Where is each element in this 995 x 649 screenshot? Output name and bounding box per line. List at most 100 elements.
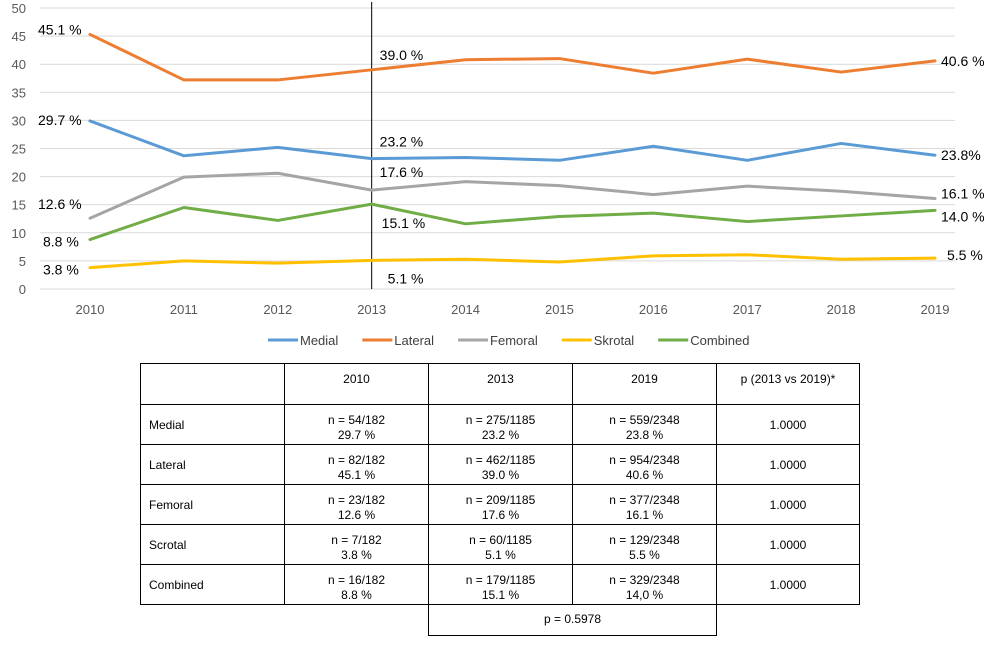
data-labels: 29.7 % 23.2 % 23.8% 45.1 % 39.0 % 40.6 % 12.6 … [38,21,985,286]
cell-2019: n = 377/2348 16.1 % [572,484,717,525]
data-label-medial: 23.2 % [380,134,424,150]
table-row-femoral: Femoral n = 23/182 12.6 % n = 209/1185 17.… [140,484,860,525]
cell-p-value: 1.0000 [716,524,860,565]
data-label-lateral: 40.6 % [941,53,985,69]
header-2010: 2010 [284,363,429,405]
cell-count: n = 60/1185 [469,533,532,547]
cell-percent: 39.0 % [481,468,520,482]
cell-2019: n = 329/2348 14,0 % [572,564,717,605]
cell-count: n = 377/2348 [609,493,680,507]
cell-2013: n = 60/1185 5.1 % [428,524,573,565]
data-label-combined: 8.8 % [43,234,79,250]
y-tick-label: 40 [12,57,26,72]
footer-spacer [141,605,285,636]
data-label-medial: 29.7 % [38,112,82,128]
series-lines [88,32,937,270]
series-line-femoral [88,171,937,220]
table-footer-row: p = 0.5978 [141,604,860,636]
header-2019: 2019 [572,363,717,405]
y-tick-label: 5 [19,254,26,269]
row-label: Femoral [140,484,285,525]
cell-percent: 3.8 % [341,548,372,562]
y-tick-label: 50 [12,1,26,16]
data-label-femoral: 16.1 % [941,186,985,202]
x-tick-label: 2010 [76,302,105,317]
cell-percent: 14,0 % [625,588,664,602]
table-header-row: 2010 2013 2019 p (2013 vs 2019)* [140,363,860,405]
legend: Medial Lateral Femoral Skrotal Combined [268,333,749,348]
series-line-medial [88,119,937,162]
cell-2019: n = 129/2348 5.5 % [572,524,717,565]
cell-percent: 23.8 % [625,428,664,442]
cell-2013: n = 462/1185 39.0 % [428,444,573,485]
legend-label-medial: Medial [300,333,338,348]
legend-label-lateral: Lateral [394,333,434,348]
row-label: Medial [140,404,285,445]
footer-spacer [717,605,860,636]
cell-count: n = 954/2348 [609,453,680,467]
y-tick-label: 45 [12,29,26,44]
cell-count: n = 462/1185 [465,453,536,467]
cell-percent: 15.1 % [481,588,520,602]
cell-2010: n = 23/182 12.6 % [284,484,429,525]
series-line-skrotal [88,253,937,270]
cell-2010: n = 54/182 29.7 % [284,404,429,445]
x-tick-label: 2016 [639,302,668,317]
data-label-skrotal: 5.5 % [947,247,983,263]
cell-p-value: 1.0000 [716,564,860,605]
cell-p-value: 1.0000 [716,444,860,485]
data-label-skrotal: 5.1 % [388,270,424,286]
y-tick-label: 0 [19,282,26,297]
x-axis-ticks: 2010 2011 2012 2013 2014 2015 2016 2017 2018 2019 [76,302,950,317]
y-tick-label: 35 [12,85,26,100]
cell-2013: n = 275/1185 23.2 % [428,404,573,445]
y-tick-label: 10 [12,226,26,241]
data-label-femoral: 17.6 % [380,164,424,180]
cell-percent: 5.1 % [485,548,516,562]
data-label-lateral: 45.1 % [38,21,82,37]
footer-spacer [285,605,429,636]
y-axis-ticks: 0 5 10 15 20 25 30 35 40 45 50 [12,1,26,297]
cell-count: n = 209/1185 [465,493,536,507]
cell-2010: n = 16/182 8.8 % [284,564,429,605]
cell-percent: 40.6 % [625,468,664,482]
x-tick-label: 2015 [545,302,574,317]
legend-label-skrotal: Skrotal [594,333,635,348]
summary-table: 2010 2013 2019 p (2013 vs 2019)* Medial … [140,363,860,636]
y-tick-label: 20 [12,170,26,185]
cell-count: n = 275/1185 [465,413,536,427]
footer-p-value: p = 0.5978 [428,604,717,636]
x-tick-label: 2011 [170,302,198,317]
cell-count: n = 329/2348 [609,573,680,587]
table-row-medial: Medial n = 54/182 29.7 % n = 275/1185 23.2… [140,404,860,445]
y-tick-label: 30 [12,113,26,128]
legend-label-femoral: Femoral [490,333,538,348]
x-tick-label: 2012 [263,302,292,317]
cell-percent: 12.6 % [337,508,376,522]
cell-count: n = 23/182 [327,493,386,507]
row-label: Scrotal [140,524,285,565]
series-line-lateral [88,32,937,82]
legend-label-combined: Combined [690,333,749,348]
cell-count: n = 54/182 [327,413,386,427]
x-tick-label: 2013 [357,302,386,317]
series-line-combined [88,202,937,242]
cell-count: n = 82/182 [327,453,386,467]
cell-2010: n = 82/182 45.1 % [284,444,429,485]
table-row-combined: Combined n = 16/182 8.8 % n = 179/1185 15.… [140,564,860,605]
cell-p-value: 1.0000 [716,404,860,445]
x-tick-label: 2017 [733,302,762,317]
data-label-skrotal: 3.8 % [43,262,79,278]
x-tick-label: 2014 [451,302,480,317]
x-tick-label: 2018 [827,302,856,317]
cell-percent: 8.8 % [341,588,372,602]
cell-count: n = 559/2348 [609,413,680,427]
cell-percent: 29.7 % [337,428,376,442]
cell-percent: 45.1 % [337,468,376,482]
row-label: Combined [140,564,285,605]
cell-percent: 17.6 % [481,508,520,522]
y-tick-label: 25 [12,142,26,157]
cell-count: n = 129/2348 [609,533,680,547]
data-label-combined: 15.1 % [382,215,426,231]
